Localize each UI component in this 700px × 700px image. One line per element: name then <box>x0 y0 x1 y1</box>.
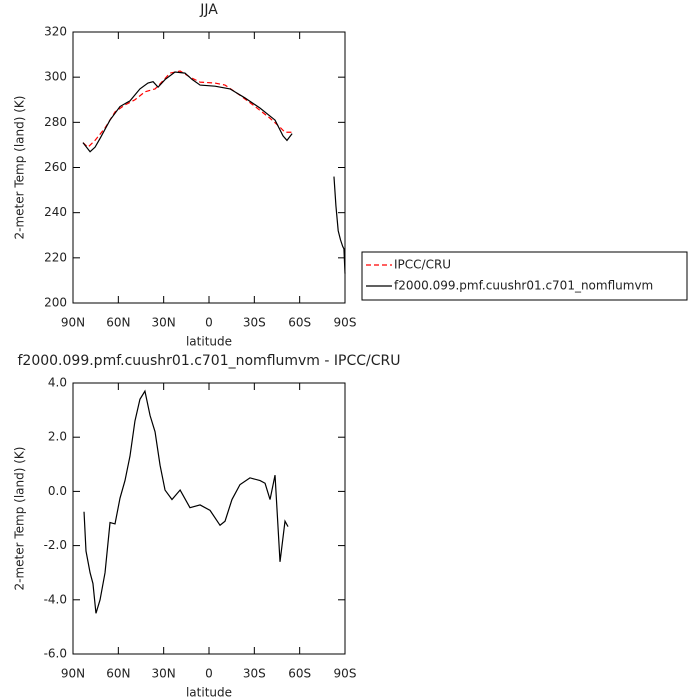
legend-label: f2000.099.pmf.cuushr01.c701_nomflumvm <box>394 279 653 293</box>
y-tick-label: 0.0 <box>48 484 67 498</box>
y-tick-label: 200 <box>44 296 67 310</box>
y-tick-label: 320 <box>44 25 67 39</box>
x-tick-label: 30S <box>243 667 266 681</box>
x-tick-label: 60N <box>106 667 130 681</box>
x-tick-label: 90S <box>334 316 357 330</box>
x-tick-label: 90N <box>61 667 85 681</box>
x-tick-label: 60S <box>288 316 311 330</box>
chart-title: JJA <box>199 2 218 18</box>
x-axis-label: latitude <box>186 686 232 700</box>
x-tick-label: 30N <box>152 316 176 330</box>
y-tick-label: 300 <box>44 70 67 84</box>
x-tick-label: 90S <box>334 667 357 681</box>
legend-box <box>361 251 688 301</box>
y-axis-label: 2-meter Temp (land) (K) <box>13 96 27 240</box>
data-line <box>333 176 346 274</box>
x-tick-label: 30N <box>152 667 176 681</box>
y-tick-label: -2.0 <box>44 538 67 552</box>
y-tick-label: 220 <box>44 250 67 264</box>
y-tick-label: 260 <box>44 160 67 174</box>
y-tick-label: -6.0 <box>44 647 67 661</box>
y-axis-label: 2-meter Temp (land) (K) <box>13 447 27 591</box>
y-tick-label: 240 <box>44 205 67 219</box>
data-line <box>83 389 289 614</box>
plot-frame <box>72 31 346 304</box>
x-tick-label: 90N <box>61 316 85 330</box>
x-tick-label: 0 <box>205 667 213 681</box>
legend-label: IPCC/CRU <box>394 258 451 272</box>
y-tick-label: 280 <box>44 115 67 129</box>
x-axis-label: latitude <box>186 335 232 349</box>
x-tick-label: 30S <box>243 316 266 330</box>
x-tick-label: 60S <box>288 667 311 681</box>
y-tick-label: 2.0 <box>48 430 67 444</box>
x-tick-label: 0 <box>205 316 213 330</box>
plot-frame <box>72 382 346 655</box>
x-tick-label: 60N <box>106 316 130 330</box>
chart-title: f2000.099.pmf.cuushr01.c701_nomflumvm - … <box>18 353 401 369</box>
data-line <box>82 71 293 153</box>
y-tick-label: -4.0 <box>44 592 67 606</box>
y-tick-label: 4.0 <box>48 376 67 390</box>
